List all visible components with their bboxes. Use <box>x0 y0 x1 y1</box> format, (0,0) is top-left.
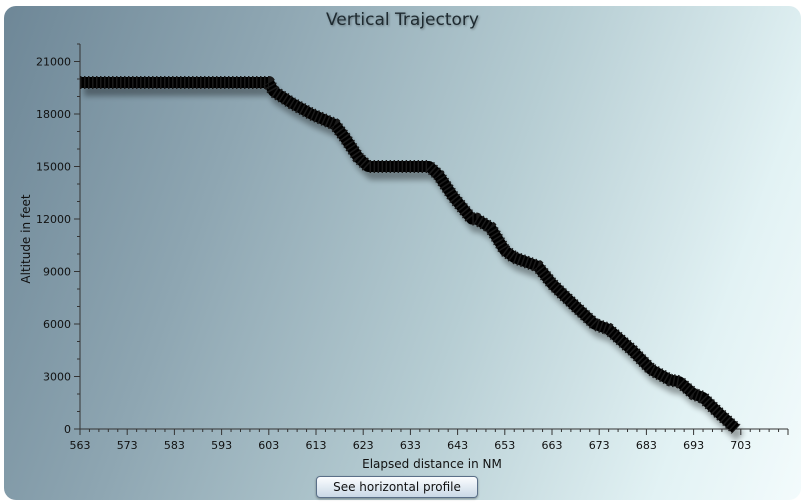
chart-panel: Vertical Trajectory 563 573 583 593 603 613 62… <box>4 6 801 500</box>
x-tick-label: 693 <box>683 439 704 452</box>
trajectory-markers <box>80 76 741 434</box>
chart-title: Vertical Trajectory <box>326 10 479 30</box>
y-tick-label: 15000 <box>36 161 71 174</box>
axes: 563 573 583 593 603 613 623 633 643 653 663 673 683 6… <box>36 43 789 452</box>
x-tick-label: 663 <box>542 439 563 452</box>
x-tick-label: 653 <box>494 439 515 452</box>
series-layer <box>80 76 741 434</box>
x-tick-label: 633 <box>400 439 421 452</box>
x-tick-label: 613 <box>306 439 327 452</box>
x-tick-label: 593 <box>211 439 232 452</box>
x-tick-label: 573 <box>117 439 138 452</box>
x-tick-label: 683 <box>636 439 657 452</box>
x-tick-label: 583 <box>164 439 185 452</box>
x-axis-label: Elapsed distance in NM <box>362 457 502 471</box>
x-tick-label: 703 <box>730 439 751 452</box>
y-tick-label: 12000 <box>36 213 71 226</box>
x-tick-label: 673 <box>589 439 610 452</box>
y-tick-label: 18000 <box>36 108 71 121</box>
trajectory-line <box>80 77 740 434</box>
x-tick-label: 563 <box>70 439 91 452</box>
x-tick-label: 643 <box>447 439 468 452</box>
see-horizontal-profile-button[interactable]: See horizontal profile <box>316 476 478 498</box>
x-tick-label: 623 <box>353 439 374 452</box>
x-tick-label: 603 <box>258 439 279 452</box>
trajectory-chart: 563 573 583 593 603 613 623 633 643 653 663 673 683 6… <box>19 43 789 471</box>
y-tick-label: 6000 <box>43 318 71 331</box>
y-axis-label: Altitude in feet <box>19 194 33 283</box>
y-tick-label: 21000 <box>36 56 71 69</box>
y-tick-label: 0 <box>64 423 71 436</box>
y-tick-label: 3000 <box>43 371 71 384</box>
y-tick-label: 9000 <box>43 266 71 279</box>
